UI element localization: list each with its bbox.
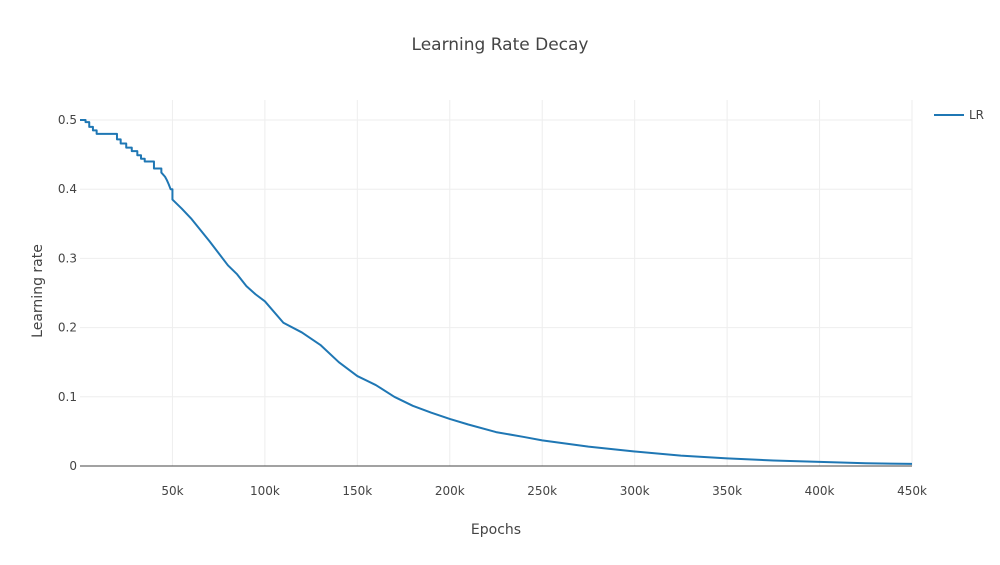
x-tick-label-100k: 100k [250,484,280,498]
grid-lines [80,100,913,466]
y-tick-label-0: 0 [69,459,77,473]
chart-title: Learning Rate Decay [412,35,589,55]
x-tick-label-250k: 250k [527,484,557,498]
x-axis-title: Epochs [471,522,521,538]
x-tick-label-200k: 200k [435,484,465,498]
legend[interactable]: LR [934,108,984,122]
x-tick-label-50k: 50k [161,484,183,498]
series-line-lr[interactable] [80,119,913,465]
tick-labels: 50k 100k 150k 200k 250k 300k 350k 400k 450k 0 0.1 0… [58,113,927,498]
y-tick-label-0-2: 0.2 [58,321,77,335]
x-tick-label-400k: 400k [805,484,835,498]
y-tick-label-0-4: 0.4 [58,182,77,196]
legend-label-lr: LR [969,108,984,122]
x-tick-label-300k: 300k [620,484,650,498]
y-tick-label-0-1: 0.1 [58,390,77,404]
y-tick-label-0-5: 0.5 [58,113,77,127]
y-tick-label-0-3: 0.3 [58,251,77,265]
y-axis-title: Learning rate [30,244,46,338]
series-layer [80,119,913,465]
x-tick-label-450k: 450k [897,484,927,498]
x-tick-label-150k: 150k [342,484,372,498]
x-tick-label-350k: 350k [712,484,742,498]
